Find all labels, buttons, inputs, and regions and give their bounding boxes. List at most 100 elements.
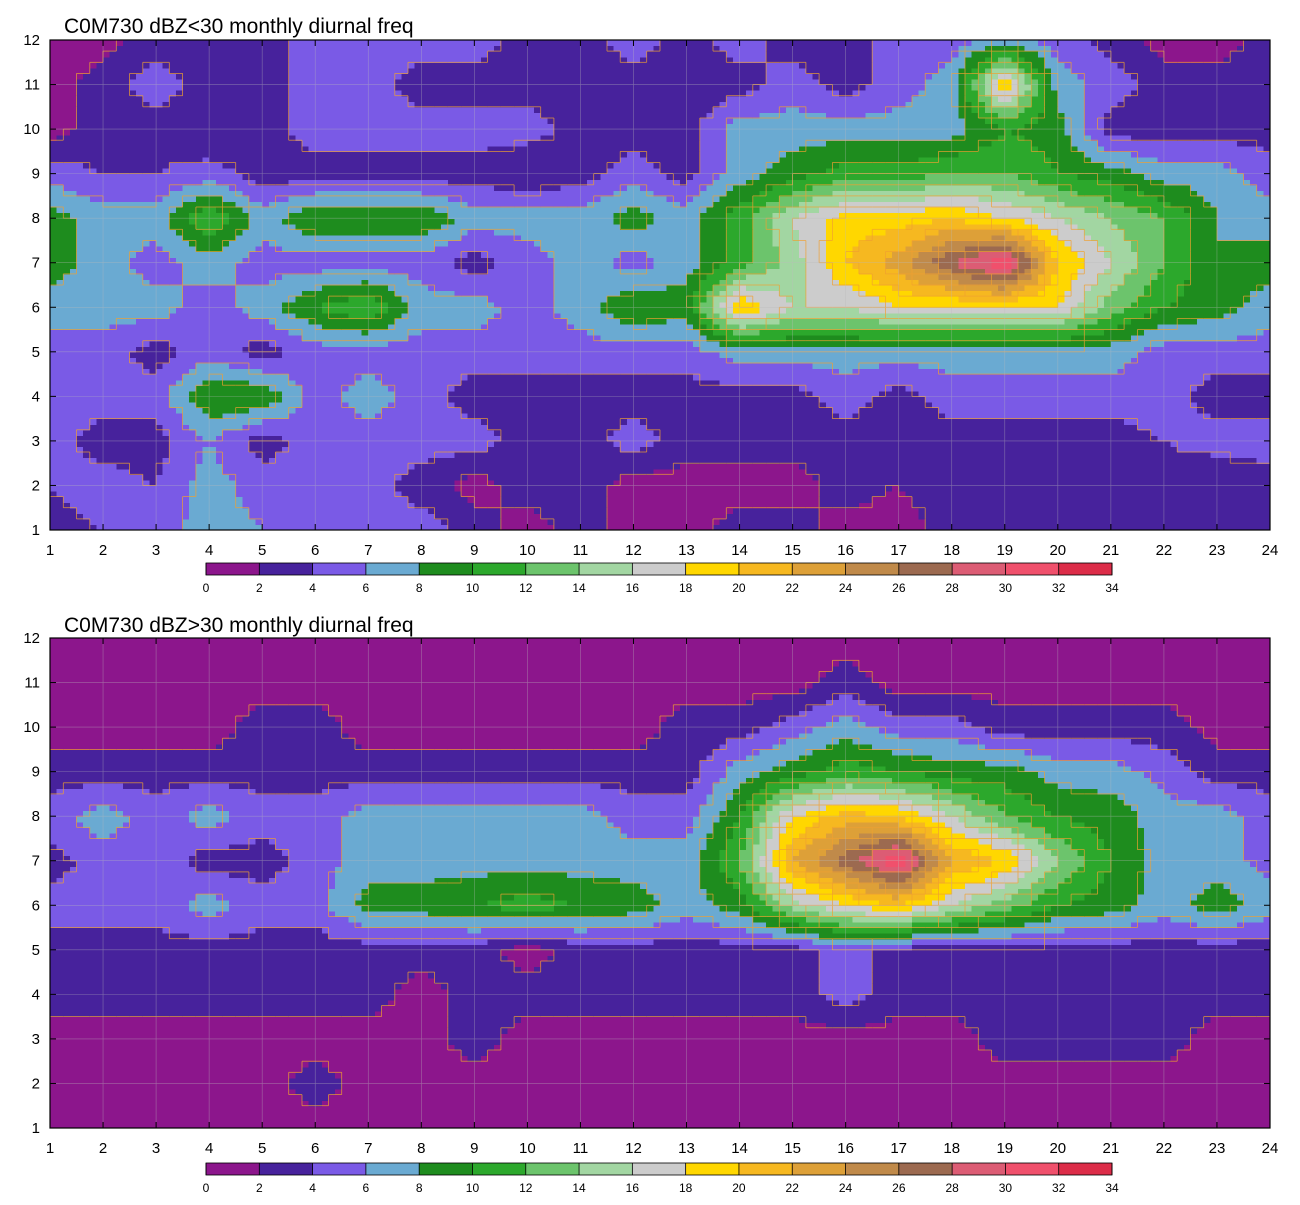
heatmap-cell — [561, 508, 568, 514]
heatmap-cell — [1250, 502, 1257, 508]
heatmap-cell — [236, 513, 243, 519]
heatmap-cell — [1064, 519, 1071, 525]
heatmap-cell — [222, 497, 229, 503]
heatmap-cell — [653, 497, 660, 503]
heatmap-cell — [242, 513, 249, 519]
heatmap-cell — [216, 519, 223, 525]
heatmap-cell — [759, 497, 766, 503]
heatmap-cell — [1111, 513, 1118, 519]
heatmap-cell — [130, 508, 137, 514]
heatmap-cell — [600, 513, 607, 519]
heatmap-cell — [209, 497, 216, 503]
heatmap-cell — [143, 508, 150, 514]
heatmap-cell — [806, 519, 813, 525]
heatmap-cell — [541, 508, 548, 514]
heatmap-cell — [501, 513, 508, 519]
heatmap-cell — [57, 502, 64, 508]
heatmap-cell — [136, 513, 143, 519]
heatmap-cell — [554, 519, 561, 525]
heatmap-cell — [567, 502, 574, 508]
heatmap-cell — [315, 508, 322, 514]
heatmap-cell — [978, 513, 985, 519]
heatmap-cell — [196, 519, 203, 525]
heatmap-cell — [448, 508, 455, 514]
heatmap-cell — [183, 519, 190, 525]
heatmap-cell — [978, 502, 985, 508]
heatmap-cell — [607, 508, 614, 514]
heatmap-cell — [1151, 502, 1158, 508]
heatmap-cell — [315, 502, 322, 508]
heatmap-cell — [328, 519, 335, 525]
heatmap-cell — [110, 508, 117, 514]
heatmap-cell — [620, 513, 627, 519]
heatmap-cell — [1250, 513, 1257, 519]
heatmap-cell — [176, 513, 183, 519]
heatmap-cell — [1018, 508, 1025, 514]
heatmap-cell — [488, 497, 495, 503]
heatmap-cell — [1164, 508, 1171, 514]
heatmap-cell — [1011, 508, 1018, 514]
heatmap-cell — [216, 502, 223, 508]
heatmap-cell — [1184, 513, 1191, 519]
heatmap-cell — [925, 513, 932, 519]
heatmap-cell — [262, 508, 269, 514]
heatmap-cell — [746, 508, 753, 514]
heatmap-cell — [395, 502, 402, 508]
heatmap-cell — [322, 502, 329, 508]
heatmap-cell — [1237, 502, 1244, 508]
heatmap-cell — [899, 502, 906, 508]
heatmap-cell — [607, 519, 614, 525]
heatmap-cell — [348, 519, 355, 525]
heatmap-cell — [786, 508, 793, 514]
heatmap-cell — [149, 502, 156, 508]
heatmap-cell — [587, 497, 594, 503]
heatmap-cell — [501, 508, 508, 514]
heatmap-cell — [342, 497, 349, 503]
heatmap-cell — [1151, 519, 1158, 525]
heatmap-cell — [819, 497, 826, 503]
heatmap-cell — [607, 497, 614, 503]
heatmap-cell — [143, 497, 150, 503]
heatmap-cell — [401, 502, 408, 508]
heatmap-cell — [1098, 502, 1105, 508]
heatmap-cell — [183, 513, 190, 519]
heatmap-cell — [521, 513, 528, 519]
heatmap-cell — [1257, 502, 1264, 508]
heatmap-cell — [985, 502, 992, 508]
heatmap-cell — [1018, 502, 1025, 508]
heatmap-cell — [1078, 502, 1085, 508]
heatmap-cell — [1064, 508, 1071, 514]
heatmap-cell — [302, 502, 309, 508]
heatmap-cell — [620, 519, 627, 525]
heatmap-cell — [163, 497, 170, 503]
heatmap-cell — [713, 497, 720, 503]
heatmap-cell — [700, 497, 707, 503]
heatmap-cell — [508, 519, 515, 525]
heatmap-cell — [547, 502, 554, 508]
heatmap-cell — [673, 513, 680, 519]
heatmap-cell — [852, 519, 859, 525]
heatmap-cell — [269, 497, 276, 503]
heatmap-cell — [454, 497, 461, 503]
heatmap-cell — [1011, 519, 1018, 525]
heatmap-cell — [687, 508, 694, 514]
heatmap-cell — [885, 519, 892, 525]
heatmap-cell — [295, 513, 302, 519]
heatmap-cell — [945, 508, 952, 514]
heatmap-cell — [249, 508, 256, 514]
heatmap-cell — [872, 508, 879, 514]
heatmap-cell — [130, 513, 137, 519]
heatmap-cell — [779, 519, 786, 525]
heatmap-cell — [96, 508, 103, 514]
heatmap-cell — [1131, 508, 1138, 514]
heatmap-cell — [196, 502, 203, 508]
heatmap-cell — [627, 502, 634, 508]
heatmap-cell — [1038, 502, 1045, 508]
heatmap-cell — [925, 502, 932, 508]
heatmap-cell — [1184, 508, 1191, 514]
heatmap-cell — [149, 508, 156, 514]
heatmap-cell — [1144, 502, 1151, 508]
heatmap-cell — [103, 519, 110, 525]
heatmap-cell — [388, 497, 395, 503]
